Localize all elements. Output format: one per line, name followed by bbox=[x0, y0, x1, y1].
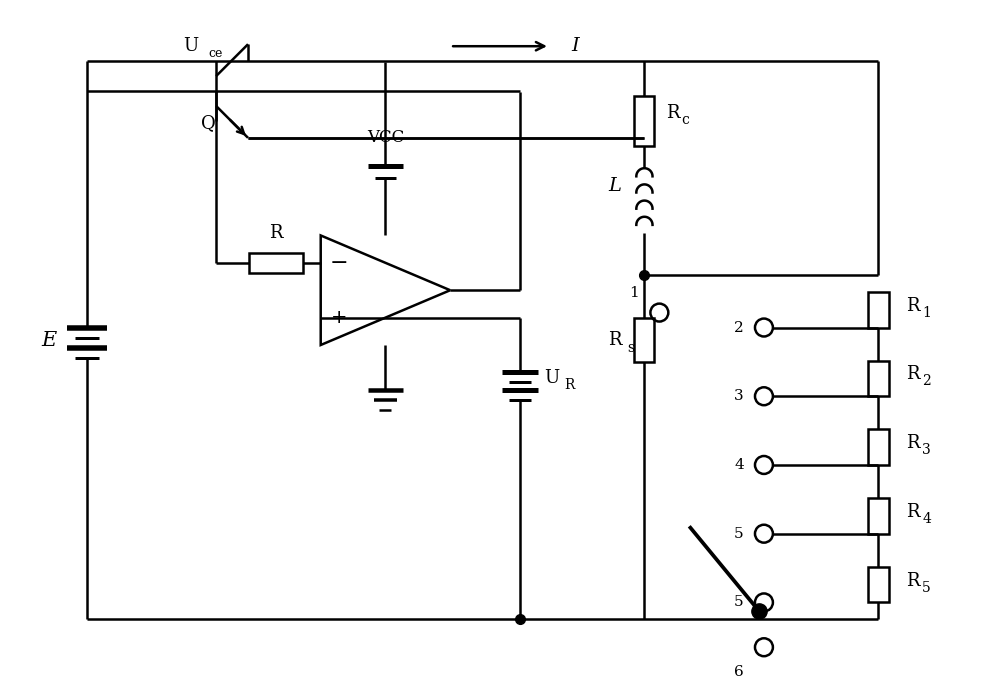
Text: 3: 3 bbox=[922, 443, 931, 457]
Text: 4: 4 bbox=[922, 512, 931, 526]
Bar bbox=[868, 430, 889, 465]
Text: −: − bbox=[329, 253, 348, 273]
Text: R: R bbox=[565, 378, 575, 392]
Text: R: R bbox=[906, 503, 920, 521]
Text: R: R bbox=[906, 434, 920, 452]
Bar bbox=[868, 498, 889, 534]
Text: I: I bbox=[571, 38, 579, 55]
Bar bbox=[634, 318, 654, 362]
Bar bbox=[868, 566, 889, 603]
Text: R: R bbox=[608, 331, 621, 349]
Text: 1: 1 bbox=[922, 306, 931, 320]
Text: R: R bbox=[906, 571, 920, 589]
Bar bbox=[868, 292, 889, 327]
Text: s: s bbox=[627, 341, 634, 355]
Text: c: c bbox=[681, 113, 689, 127]
Text: 5: 5 bbox=[734, 596, 744, 610]
Text: U: U bbox=[544, 369, 559, 387]
Text: R: R bbox=[906, 297, 920, 315]
Text: 2: 2 bbox=[922, 375, 931, 389]
Text: U: U bbox=[184, 38, 199, 55]
Text: E: E bbox=[41, 331, 56, 350]
Text: +: + bbox=[330, 308, 347, 327]
Text: 2: 2 bbox=[734, 320, 744, 334]
Bar bbox=[249, 253, 303, 273]
Text: 1: 1 bbox=[630, 286, 639, 300]
Text: 3: 3 bbox=[734, 389, 744, 403]
Text: VCC: VCC bbox=[367, 129, 404, 147]
Text: R: R bbox=[269, 224, 283, 242]
Text: R: R bbox=[666, 104, 680, 122]
Text: 5: 5 bbox=[922, 580, 931, 594]
Text: 5: 5 bbox=[734, 527, 744, 541]
Text: L: L bbox=[608, 177, 621, 195]
Text: R: R bbox=[906, 366, 920, 384]
Text: 6: 6 bbox=[734, 665, 744, 679]
Text: 4: 4 bbox=[734, 458, 744, 472]
Bar bbox=[868, 361, 889, 396]
Bar bbox=[634, 96, 654, 146]
Text: ce: ce bbox=[208, 47, 223, 60]
Text: Q: Q bbox=[201, 114, 216, 132]
